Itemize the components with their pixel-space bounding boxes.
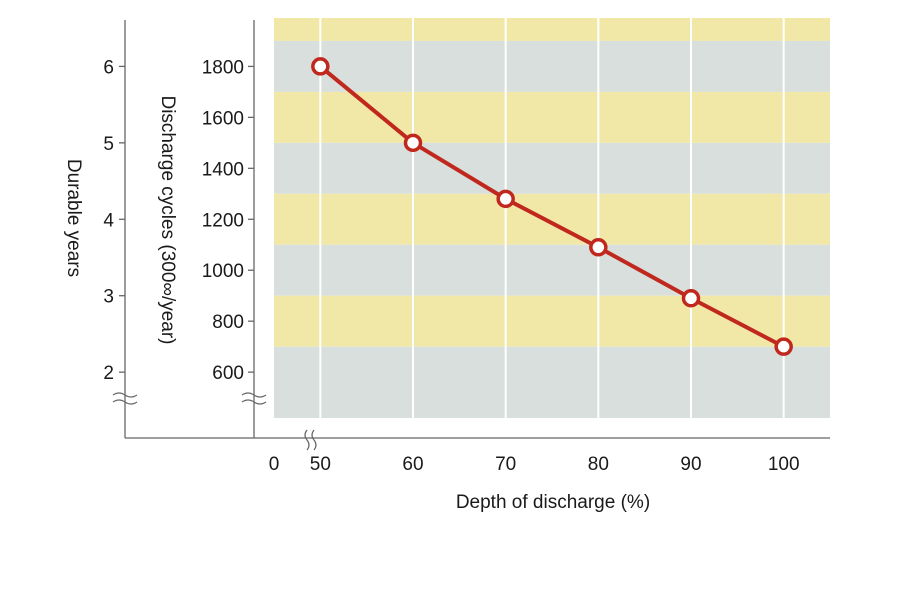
series-discharge-cycles bbox=[311, 57, 793, 356]
x-tick-label: 50 bbox=[310, 454, 331, 475]
x-axis-title: Depth of discharge (%) bbox=[456, 492, 650, 513]
y2-tick-label: 2 bbox=[103, 363, 114, 384]
y-tick-labels: 600 800 1000 1200 1400 1600 1800 bbox=[202, 57, 244, 384]
background-band bbox=[274, 18, 830, 41]
y2-tick-label: 4 bbox=[103, 210, 114, 231]
y-tick-label: 1600 bbox=[202, 108, 244, 129]
x-tick-label: 90 bbox=[680, 454, 701, 475]
y-tick-label: 1400 bbox=[202, 159, 244, 180]
background-band bbox=[274, 346, 830, 418]
x-tick-label: 100 bbox=[768, 454, 800, 475]
data-point bbox=[311, 57, 330, 76]
y-tick-label: 1200 bbox=[202, 210, 244, 231]
chart-background-bands bbox=[274, 18, 830, 418]
background-band bbox=[274, 295, 830, 347]
background-band bbox=[274, 91, 830, 143]
axes bbox=[124, 20, 830, 439]
x-tick-label: 80 bbox=[588, 454, 609, 475]
x-axis-break bbox=[304, 429, 317, 451]
data-point bbox=[403, 133, 423, 153]
data-point bbox=[496, 189, 515, 209]
data-point bbox=[589, 238, 608, 257]
background-band bbox=[274, 244, 830, 296]
y-axis-title: Discharge cycles (300∞/year) bbox=[157, 95, 178, 344]
y-tick-label: 800 bbox=[212, 312, 244, 333]
y2-tick-label: 6 bbox=[103, 57, 114, 78]
y-tick-label: 1800 bbox=[202, 57, 244, 78]
axis-break-marks bbox=[112, 392, 317, 451]
y2-axis-title: Durable years bbox=[63, 159, 84, 277]
y2-tick-labels: 2 3 4 5 6 bbox=[103, 57, 114, 384]
y-tick-label: 600 bbox=[212, 363, 244, 384]
series-line bbox=[318, 64, 786, 349]
y2-tick-label: 5 bbox=[103, 134, 114, 155]
y2-tick-label: 3 bbox=[103, 287, 114, 308]
background-band bbox=[274, 142, 830, 194]
data-point bbox=[681, 289, 701, 308]
x-tick-label: 60 bbox=[402, 454, 423, 475]
data-point bbox=[774, 337, 793, 356]
x-tick-label: 0 bbox=[269, 454, 280, 475]
background-band bbox=[274, 40, 830, 92]
x-tick-labels: 0 50 60 70 80 90 100 bbox=[269, 454, 800, 475]
cycles-axis-break bbox=[241, 392, 267, 405]
y-tick-label: 1000 bbox=[202, 261, 244, 282]
background-band bbox=[274, 193, 830, 245]
x-tick-label: 70 bbox=[495, 454, 516, 475]
tick-marks bbox=[119, 65, 254, 373]
years-axis-break bbox=[112, 392, 138, 405]
